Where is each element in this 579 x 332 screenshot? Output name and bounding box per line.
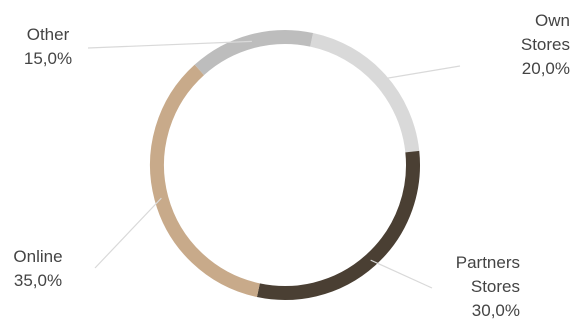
slice-label-line: Partners <box>456 253 520 272</box>
donut-slice-0 <box>310 32 420 153</box>
leader-line-3 <box>87 40 252 49</box>
slice-label-0: Own Stores 20,0% <box>521 11 570 78</box>
slice-label-line: Stores <box>521 35 570 54</box>
leader-line-2 <box>94 197 162 269</box>
slice-label-line: Other <box>27 25 70 44</box>
slice-label-3: Other 15,0% <box>24 25 72 68</box>
leader-line-1 <box>370 259 433 289</box>
donut-slices <box>150 30 420 300</box>
slice-label-line: Stores <box>471 277 520 296</box>
leader-lines <box>87 40 461 289</box>
slice-label-line: Own <box>535 11 570 30</box>
slice-label-line: 20,0% <box>522 59 570 78</box>
donut-slice-2 <box>150 64 260 298</box>
donut-slice-1 <box>256 150 420 300</box>
slice-labels: Own Stores 20,0% Partners Stores 30,0% Online 3… <box>13 11 570 320</box>
slice-label-2: Online 35,0% <box>13 247 62 290</box>
donut-slice-3 <box>194 30 314 76</box>
leader-line-0 <box>380 65 461 80</box>
slice-label-line: 30,0% <box>472 301 520 320</box>
slice-label-1: Partners Stores 30,0% <box>456 253 520 320</box>
slice-label-line: 35,0% <box>14 271 62 290</box>
slice-label-line: 15,0% <box>24 49 72 68</box>
slice-label-line: Online <box>13 247 62 266</box>
